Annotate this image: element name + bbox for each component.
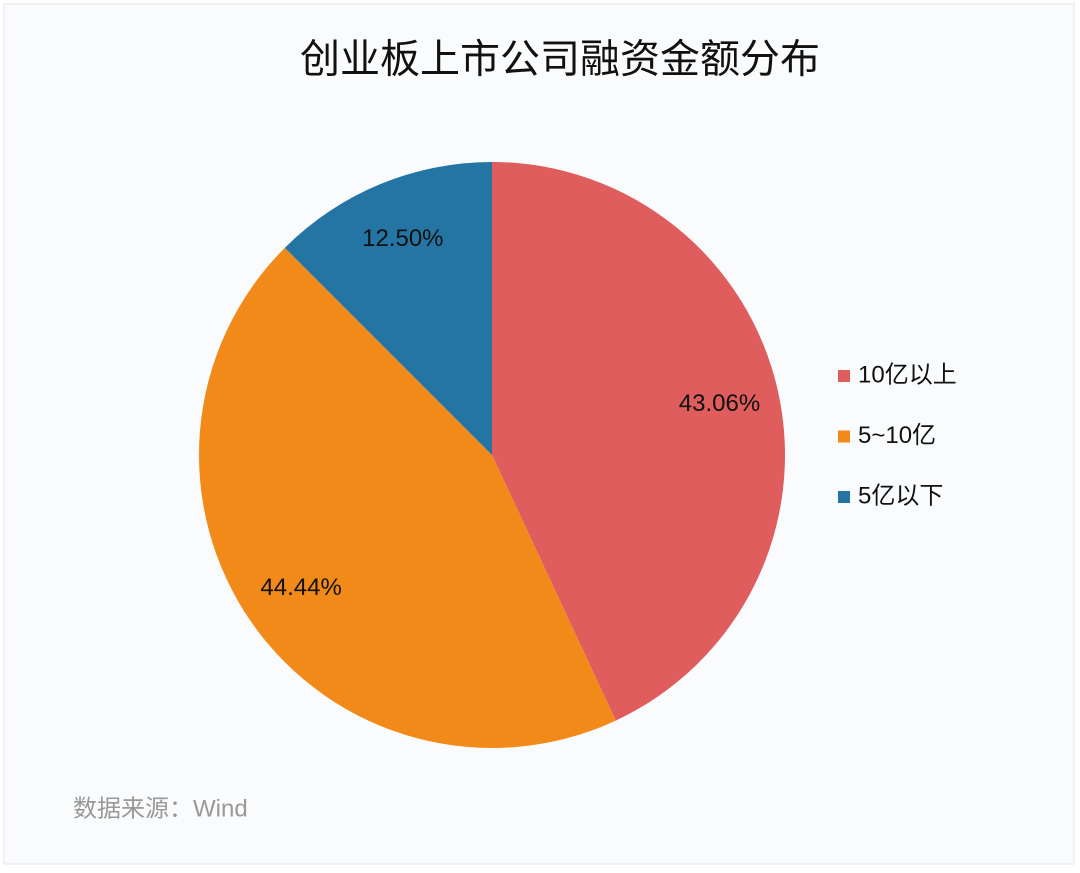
pie-slice (198, 247, 616, 748)
legend-swatch (838, 430, 850, 443)
data-label: 44.44% (260, 574, 341, 601)
legend-swatch (838, 491, 850, 503)
legend-swatch (838, 370, 850, 382)
pie-slice (284, 162, 492, 455)
legend-label: 5亿以下 (858, 482, 943, 509)
source-note: 数据来源：Wind (73, 795, 248, 822)
data-label: 12.50% (362, 225, 443, 252)
pie-slice (492, 162, 785, 721)
legend-label: 10亿以上 (858, 361, 957, 388)
legend-label: 5~10亿 (858, 422, 936, 449)
data-label: 43.06% (679, 390, 760, 417)
chart-title: 创业板上市公司融资金额分布 (300, 38, 820, 82)
